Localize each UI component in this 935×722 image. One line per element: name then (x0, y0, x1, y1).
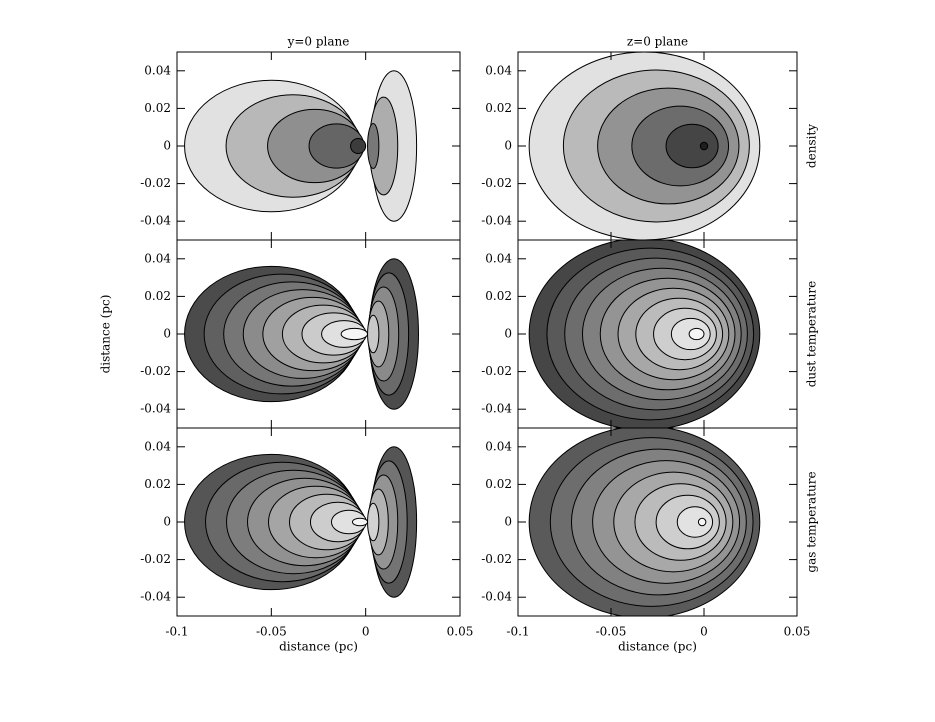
x-tick-label: 0.05 (784, 625, 811, 639)
y-tick-label: 0 (504, 515, 512, 529)
y-tick-label: 0.02 (485, 289, 512, 303)
x-axis-label: distance (pc) (279, 640, 358, 654)
row-label: gas temperature (805, 471, 819, 572)
y-tick-label: -0.04 (140, 402, 171, 416)
contour (367, 502, 380, 542)
y-tick-label: 0.02 (144, 101, 171, 115)
contour-panel (184, 70, 418, 222)
y-tick-label: 0.04 (485, 439, 512, 453)
contour (340, 327, 369, 341)
y-tick-label: 0 (163, 139, 171, 153)
contour (697, 517, 707, 527)
contour (350, 137, 367, 155)
panel-title: y=0 plane (287, 35, 350, 49)
y-tick-label: -0.02 (140, 552, 171, 566)
contour-panel (528, 428, 761, 616)
y-tick-label: -0.02 (481, 364, 512, 378)
contour (688, 327, 705, 341)
y-tick-label: 0.02 (485, 101, 512, 115)
y-tick-label: 0 (163, 515, 171, 529)
y-tick-label: 0.02 (485, 477, 512, 491)
y-tick-label: -0.04 (140, 590, 171, 604)
x-tick-label: -0.1 (506, 625, 529, 639)
y-tick-label: 0.04 (144, 439, 171, 453)
contour (676, 506, 714, 538)
x-tick-label: -0.1 (165, 625, 188, 639)
y-tick-label: 0 (163, 327, 171, 341)
y-tick-label: 0 (504, 139, 512, 153)
y-tick-label: -0.02 (140, 364, 171, 378)
y-axis-label: distance (pc) (99, 295, 113, 374)
x-axis-label: distance (pc) (618, 640, 697, 654)
contour-panel (184, 446, 418, 598)
y-tick-label: -0.02 (481, 176, 512, 190)
y-tick-label: -0.02 (140, 176, 171, 190)
contour (665, 123, 719, 169)
contour (351, 517, 369, 527)
x-tick-label: -0.05 (596, 625, 627, 639)
row-label: dust temperature (805, 281, 819, 388)
y-tick-label: 0.04 (144, 251, 171, 265)
y-tick-label: 0.02 (144, 289, 171, 303)
contour-panel (528, 52, 761, 240)
y-tick-label: -0.04 (140, 214, 171, 228)
contour-panel (184, 258, 419, 410)
y-tick-label: -0.02 (481, 552, 512, 566)
y-tick-label: -0.04 (481, 214, 512, 228)
contour-panel (528, 240, 761, 428)
y-tick-label: 0.02 (144, 477, 171, 491)
y-tick-label: 0.04 (485, 251, 512, 265)
contour (367, 314, 380, 354)
y-tick-label: -0.04 (481, 402, 512, 416)
panel-title: z=0 plane (627, 35, 688, 49)
x-tick-label: 0 (362, 625, 370, 639)
x-tick-label: 0.05 (447, 625, 474, 639)
contour (367, 122, 380, 170)
x-tick-label: -0.05 (256, 625, 287, 639)
row-label: density (805, 124, 819, 168)
y-tick-label: 0.04 (144, 63, 171, 77)
contour (699, 141, 709, 151)
x-tick-label: 0 (700, 625, 708, 639)
y-tick-label: 0 (504, 327, 512, 341)
y-tick-label: -0.04 (481, 590, 512, 604)
y-tick-label: 0.04 (485, 63, 512, 77)
